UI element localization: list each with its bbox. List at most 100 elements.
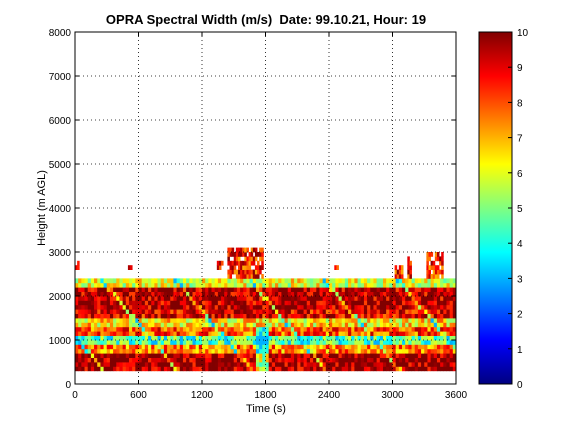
heatmap-cell [132, 318, 136, 323]
heatmap-cell [170, 353, 174, 358]
heatmap-cell [249, 366, 254, 372]
sparse-echo-cell [240, 274, 243, 279]
heatmap-cell [341, 313, 346, 319]
heatmap-cell [157, 366, 162, 372]
heatmap-cell [322, 300, 327, 306]
heatmap-cell [335, 340, 339, 345]
heatmap-cell [265, 326, 270, 332]
heatmap-cell [348, 340, 352, 345]
heatmap-cell [262, 313, 266, 319]
heatmap-cell [182, 340, 187, 345]
heatmap-cell [382, 296, 387, 301]
heatmap-cell [94, 291, 98, 297]
sparse-echo-cell [252, 247, 256, 253]
heatmap-cell [411, 313, 416, 319]
heatmap-cell [357, 340, 362, 345]
sparse-echo-cell [432, 265, 436, 270]
heatmap-cell [338, 300, 343, 306]
heatmap-cell [278, 322, 282, 328]
heatmap-cell [230, 335, 235, 341]
heatmap-cell [192, 340, 197, 345]
heatmap-cell [255, 313, 260, 319]
heatmap-cell [325, 313, 330, 319]
heatmap-cell [436, 313, 441, 319]
heatmap-cell [221, 353, 225, 358]
heatmap-cell [443, 344, 447, 350]
heatmap-cell [252, 282, 257, 288]
heatmap-cell [440, 291, 444, 297]
heatmap-cell [271, 366, 276, 372]
heatmap-cell [325, 282, 330, 288]
heatmap-cell [268, 340, 273, 345]
heatmap-cell [262, 287, 266, 292]
heatmap-cell [75, 366, 79, 372]
heatmap-cell [205, 282, 209, 288]
heatmap-cell [78, 348, 82, 354]
heatmap-cell [176, 309, 181, 314]
heatmap-cell [446, 335, 451, 341]
heatmap-cell [284, 287, 289, 292]
heatmap-cell [275, 362, 279, 367]
heatmap-cell [202, 313, 206, 319]
heatmap-cell [430, 331, 435, 336]
heatmap-cell [236, 300, 241, 306]
heatmap-cell [424, 309, 428, 314]
heatmap-cell [354, 326, 358, 332]
heatmap-cell [243, 291, 247, 297]
heatmap-cell [271, 287, 276, 292]
heatmap-cell [100, 309, 104, 314]
heatmap-cell [119, 331, 124, 336]
heatmap-cell [427, 287, 432, 292]
heatmap-cell [411, 362, 416, 367]
heatmap-cell [148, 300, 152, 306]
heatmap-cell [329, 335, 333, 341]
heatmap-cell [103, 318, 108, 323]
sparse-echo-cell [229, 265, 233, 270]
heatmap-cell [243, 335, 247, 341]
heatmap-cell [97, 313, 101, 319]
heatmap-cell [424, 344, 428, 350]
heatmap-cell [430, 366, 435, 372]
heatmap-cell [195, 309, 200, 314]
heatmap-cell [135, 304, 139, 310]
heatmap-cell [313, 296, 317, 301]
heatmap-cell [436, 348, 441, 354]
heatmap-cell [281, 331, 285, 336]
heatmap-cell [233, 278, 238, 284]
heatmap-cell [335, 296, 339, 301]
sparse-echo-cell [244, 247, 247, 253]
heatmap-cell [198, 340, 203, 345]
heatmap-cell [84, 331, 89, 336]
heatmap-cell [446, 318, 451, 323]
heatmap-cell [402, 309, 406, 314]
heatmap-cell [211, 318, 216, 323]
sparse-echo-cell [75, 265, 78, 270]
sparse-echo-cell [407, 265, 410, 270]
heatmap-cell [363, 300, 368, 306]
heatmap-cell [449, 282, 454, 288]
heatmap-cell [122, 282, 127, 288]
heatmap-cell [163, 362, 168, 367]
heatmap-cell [141, 322, 146, 328]
heatmap-cell [81, 278, 85, 284]
heatmap-cell [214, 357, 219, 363]
heatmap-cell [341, 282, 346, 288]
heatmap-cell [252, 366, 257, 372]
heatmap-cell [163, 318, 168, 323]
heatmap-cell [360, 353, 365, 358]
heatmap-cell [306, 340, 311, 345]
heatmap-cell [195, 278, 200, 284]
heatmap-cell [221, 291, 225, 297]
heatmap-cell [75, 326, 79, 332]
heatmap-cell [259, 291, 263, 297]
heatmap-cell [192, 318, 197, 323]
heatmap-cell [287, 353, 292, 358]
heatmap-cell [116, 318, 120, 323]
heatmap-cell [135, 313, 139, 319]
heatmap-cell [252, 322, 257, 328]
heatmap-cell [370, 340, 374, 345]
heatmap-cell [106, 304, 111, 310]
heatmap-cell [195, 287, 200, 292]
heatmap-cell [148, 278, 152, 284]
heatmap-cell [151, 331, 155, 336]
